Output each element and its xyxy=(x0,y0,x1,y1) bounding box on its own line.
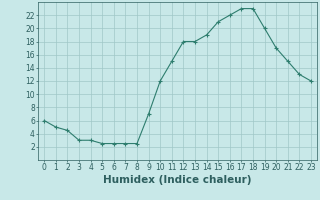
X-axis label: Humidex (Indice chaleur): Humidex (Indice chaleur) xyxy=(103,175,252,185)
